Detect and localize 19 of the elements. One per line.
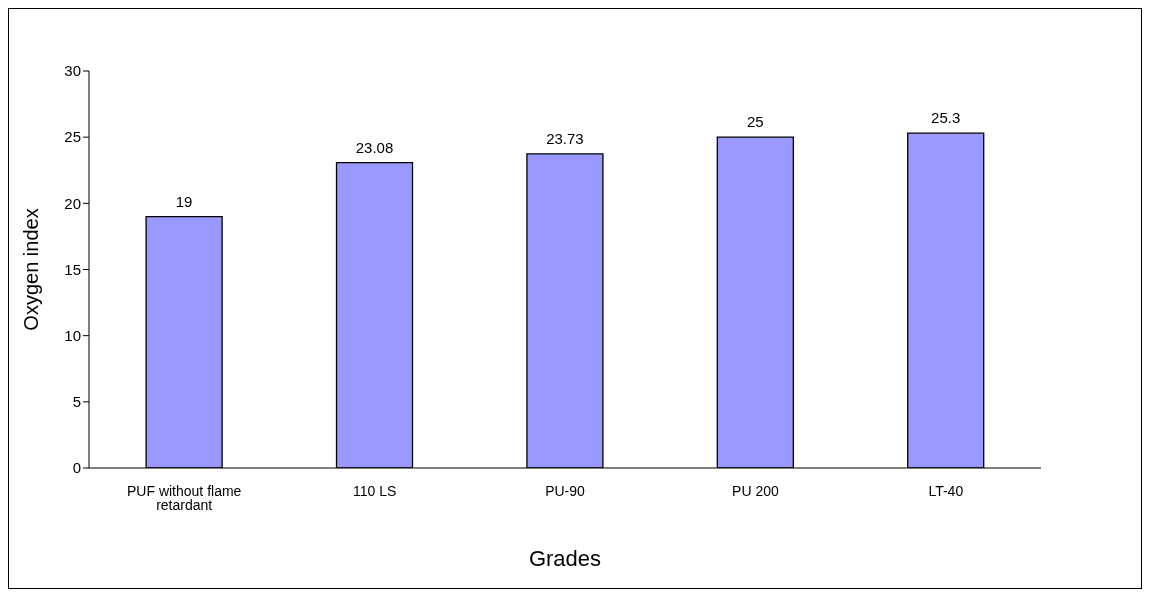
y-tick-label: 10 xyxy=(64,326,81,344)
data-label: 25 xyxy=(746,113,764,131)
y-tick-label: 20 xyxy=(64,194,81,212)
x-tick-label: 110 LS xyxy=(352,482,397,499)
y-tick-label: 15 xyxy=(64,260,81,278)
data-label: 23.73 xyxy=(546,129,584,147)
y-tick-label: 5 xyxy=(72,393,81,411)
y-tick-label: 0 xyxy=(72,459,81,477)
x-tick-label: LT-40 xyxy=(928,482,964,499)
y-tick-label: 30 xyxy=(64,62,81,80)
data-label: 19 xyxy=(175,192,193,210)
data-label: 25.3 xyxy=(931,109,961,127)
x-tick-label: PUF without flame retardant xyxy=(127,482,242,513)
x-tick-label: PU 200 xyxy=(732,482,779,499)
y-axis-title: Oxygen index xyxy=(20,208,43,331)
y-tick-label: 25 xyxy=(64,128,81,146)
x-tick-label: PU-90 xyxy=(545,482,586,499)
x-axis-title: Grades xyxy=(528,546,602,571)
data-label: 23.08 xyxy=(355,138,394,156)
